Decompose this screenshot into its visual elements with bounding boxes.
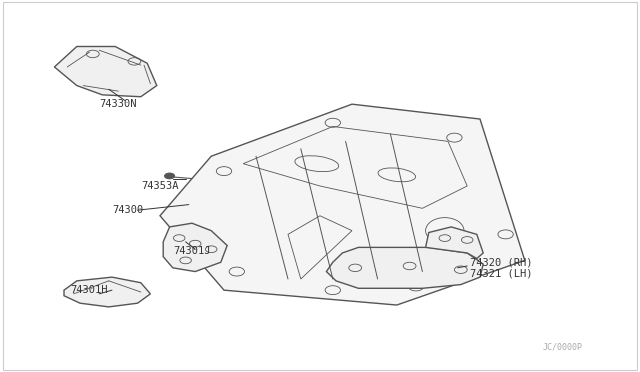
- PathPatch shape: [163, 223, 227, 272]
- PathPatch shape: [64, 277, 150, 307]
- Circle shape: [164, 173, 175, 179]
- Text: 74301H: 74301H: [70, 285, 108, 295]
- Text: 74301J: 74301J: [173, 246, 211, 256]
- PathPatch shape: [160, 104, 525, 305]
- PathPatch shape: [426, 227, 483, 259]
- Text: 74330N: 74330N: [99, 99, 137, 109]
- Text: 74300: 74300: [112, 205, 143, 215]
- Text: 74353A: 74353A: [141, 181, 179, 191]
- PathPatch shape: [54, 46, 157, 97]
- Text: 74320 (RH): 74320 (RH): [470, 257, 533, 267]
- Text: 74321 (LH): 74321 (LH): [470, 269, 533, 278]
- PathPatch shape: [326, 247, 483, 288]
- Text: JC/0000P: JC/0000P: [543, 343, 582, 352]
